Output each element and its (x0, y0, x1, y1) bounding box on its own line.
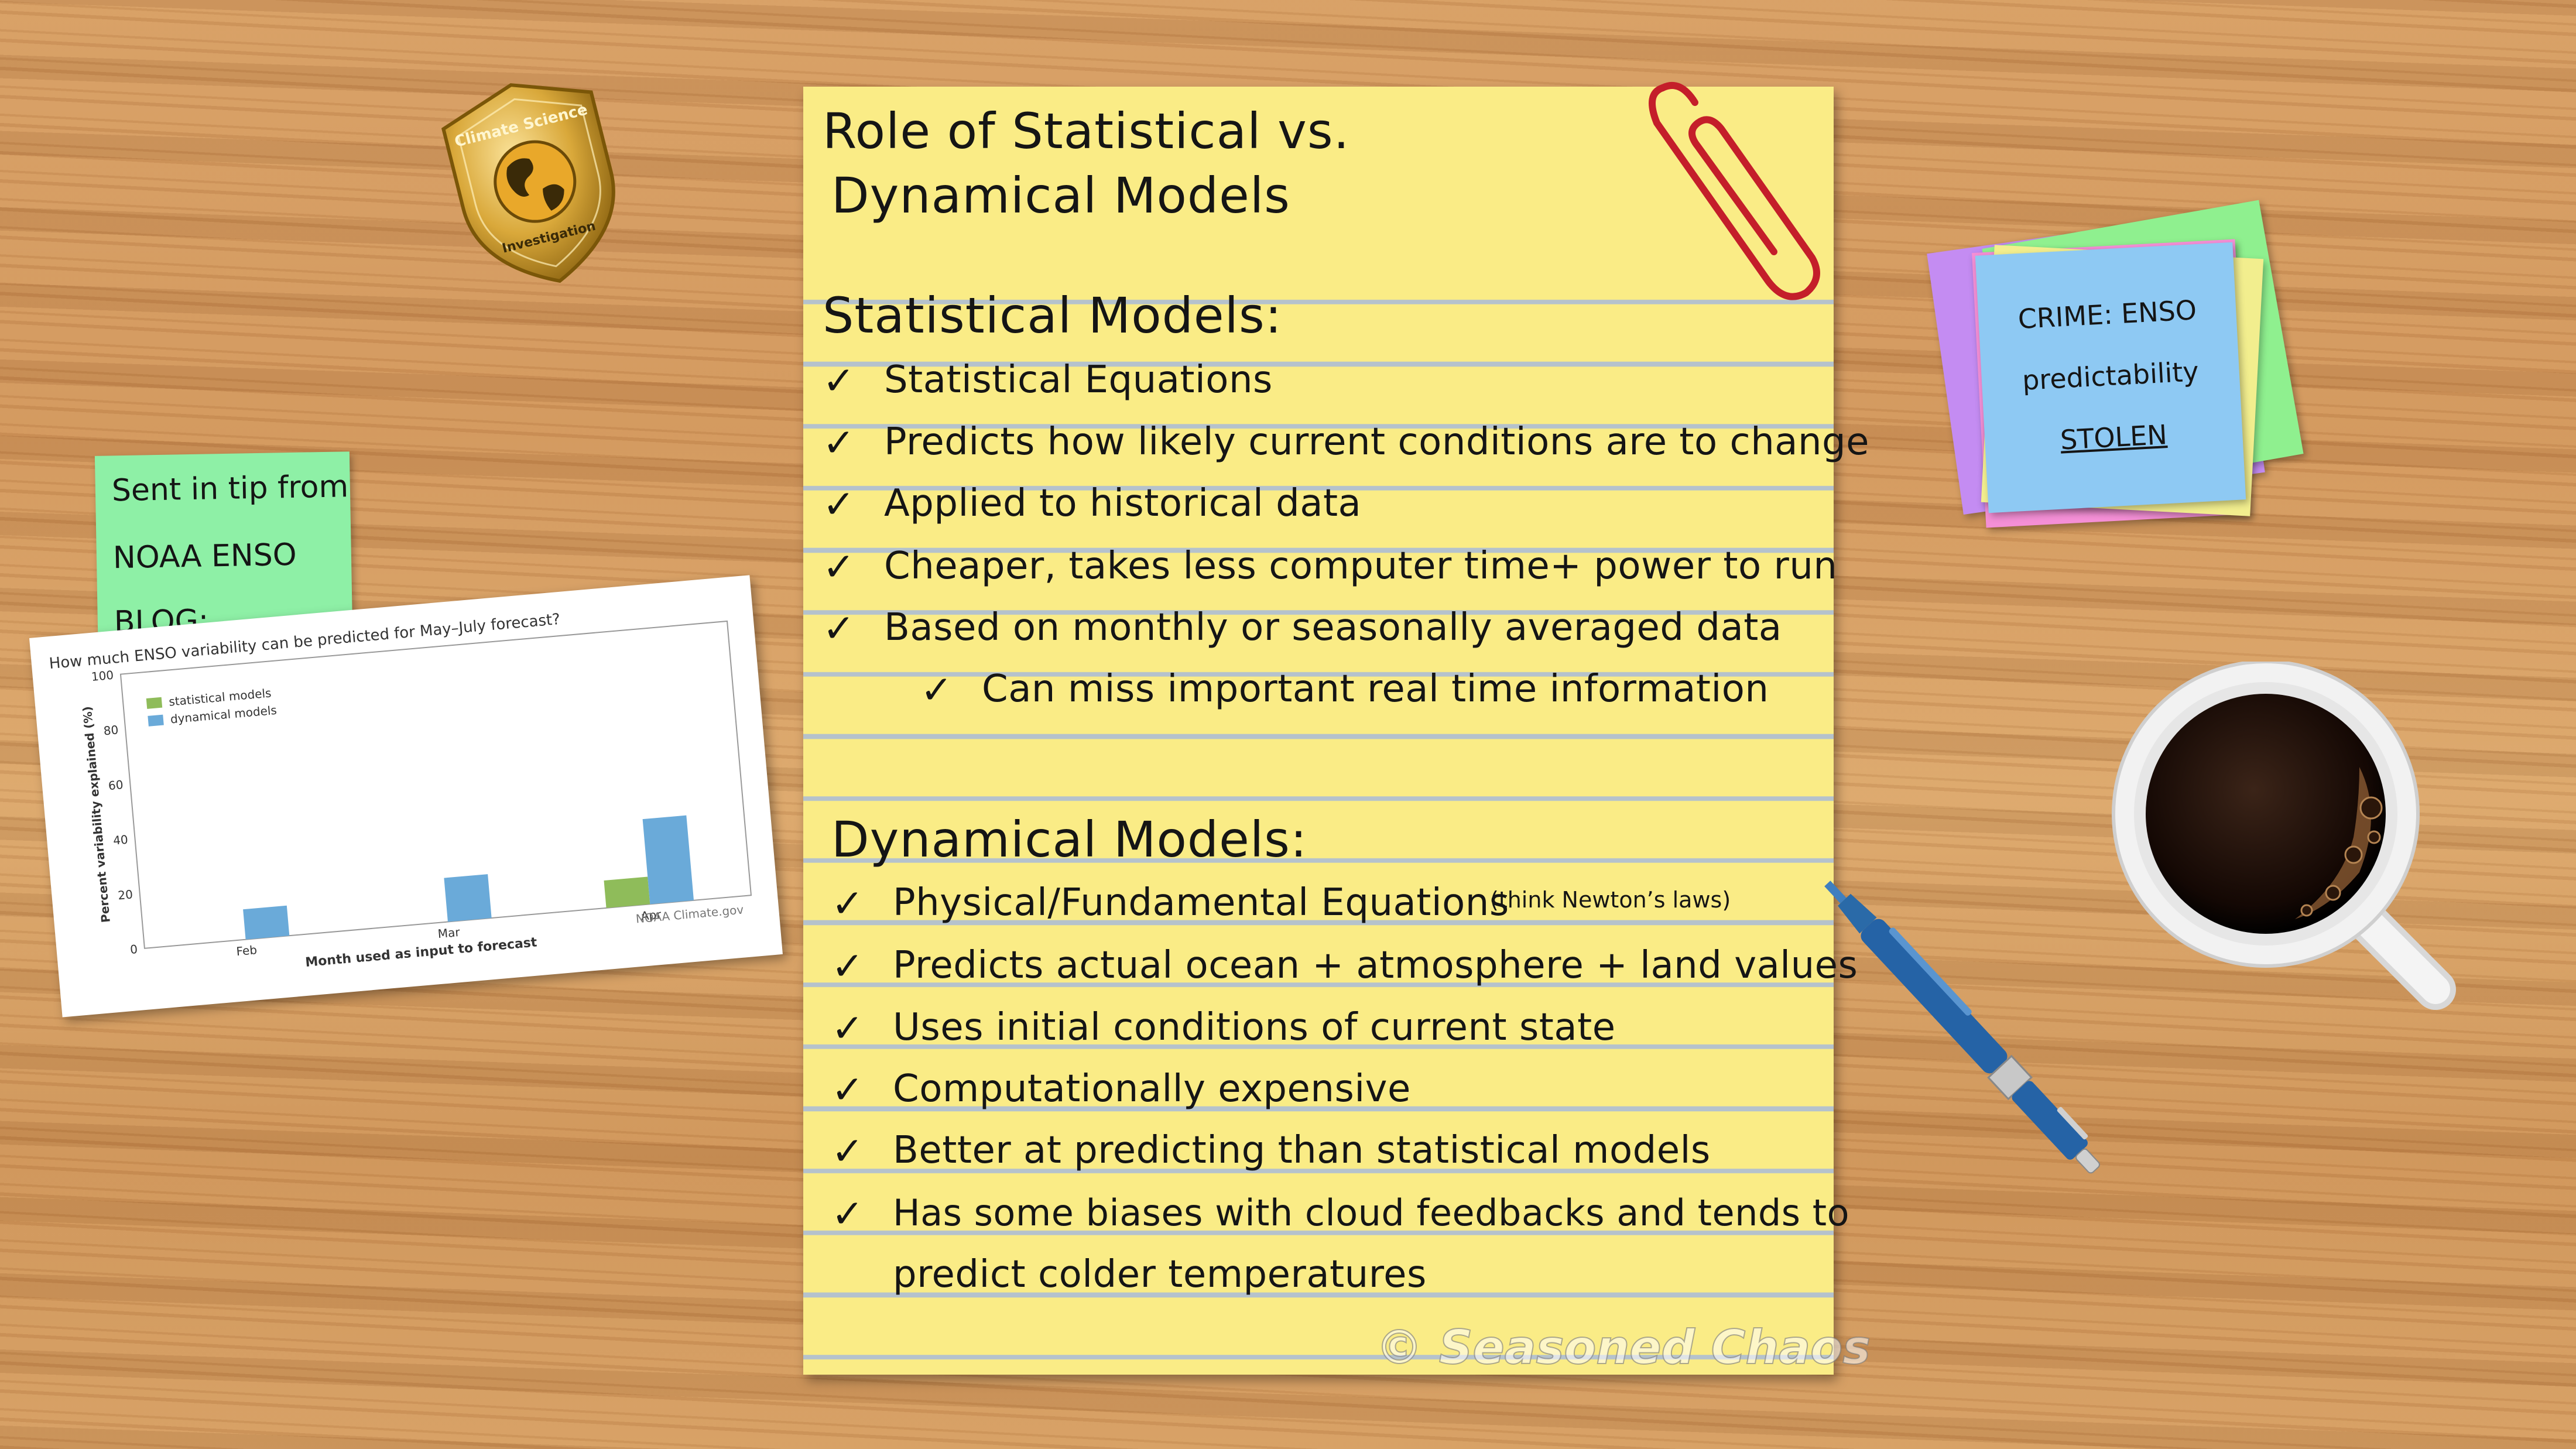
watermark: © Seasoned Chaos (1375, 1320, 1871, 1375)
check-icon: ✓ (920, 667, 953, 712)
enso-bar-chart: How much ENSO variability can be predict… (49, 611, 752, 970)
legend-swatch (146, 697, 163, 709)
legend-swatch (148, 714, 164, 727)
x-tick-label: Apr (640, 907, 662, 923)
crime-sticky-note: CRIME: ENSO predictability STOLEN (1975, 242, 2246, 513)
check-icon: ✓ (831, 944, 864, 989)
check-icon: ✓ (823, 482, 855, 527)
x-tick-label: Feb (236, 943, 258, 958)
dynamical-item-6: Has some biases with cloud feedbacks and… (893, 1191, 1850, 1234)
crime-note-line3: STOLEN (2059, 419, 2168, 456)
y-tick-label: 60 (108, 777, 124, 793)
statistical-item-5: Based on monthly or seasonally averaged … (884, 606, 1782, 649)
check-icon: ✓ (831, 1067, 864, 1112)
dynamical-item-4: Computationally expensive (893, 1067, 1411, 1111)
statistical-item-3: Applied to historical data (884, 482, 1362, 525)
dynamical-item-3: Uses initial conditions of current state (893, 1006, 1616, 1049)
bar-dynamical-models-Mar (444, 874, 492, 922)
pen-icon (1824, 881, 2100, 1174)
notepad-title-line2: Dynamical Models (831, 167, 1290, 224)
enso-chart-card: How much ENSO variability can be predict… (29, 575, 783, 1018)
chart-xlabel: Month used as input to forecast (304, 935, 537, 970)
dynamical-heading: Dynamical Models: (831, 811, 1308, 868)
paperclip-icon (1649, 82, 1820, 300)
y-tick-label: 20 (117, 887, 133, 902)
dynamical-item-5: Better at predicting than statistical mo… (893, 1129, 1711, 1172)
y-tick-label: 0 (129, 942, 138, 957)
check-icon: ✓ (831, 1006, 864, 1051)
statistical-subitem: Can miss important real time information (982, 667, 1769, 711)
check-icon: ✓ (823, 358, 855, 403)
bar-dynamical-models-Feb (243, 905, 290, 940)
check-icon: ✓ (823, 420, 855, 465)
crime-note-line2: predictability (2021, 355, 2200, 396)
dynamical-item-1-note: (think Newton’s laws) (1490, 887, 1731, 913)
chart-ylabel: Percent variability explained (%) (80, 705, 113, 923)
y-tick-label: 40 (112, 833, 128, 848)
check-icon: ✓ (823, 544, 855, 590)
notepad-title-line1: Role of Statistical vs. (823, 102, 1350, 160)
check-icon: ✓ (831, 881, 864, 926)
crime-note-line1: CRIME: ENSO (2017, 294, 2198, 335)
tip-note-line2: NOAA ENSO (112, 537, 297, 576)
bar-dynamical-models-Apr (642, 815, 694, 905)
dynamical-item-1: Physical/Fundamental Equations (893, 881, 1509, 924)
bar-statistical-models-Apr (604, 876, 650, 908)
statistical-heading: Statistical Models: (823, 287, 1283, 344)
x-tick-label: Mar (437, 925, 461, 941)
yellow-notepad (803, 87, 1834, 1375)
tip-note-line1: Sent in tip from (111, 469, 349, 509)
check-icon: ✓ (831, 1129, 864, 1174)
check-icon: ✓ (831, 1191, 864, 1236)
check-icon: ✓ (823, 606, 855, 651)
statistical-item-4: Cheaper, takes less computer time+ power… (884, 544, 1838, 588)
y-tick-label: 100 (91, 668, 114, 684)
dynamical-item-6-continued: predict colder temperatures (893, 1253, 1427, 1296)
y-tick-label: 80 (103, 722, 119, 738)
badge-icon: Climate Science Investigation (441, 83, 615, 283)
chart-source: NOAA Climate.gov (635, 902, 744, 926)
statistical-item-2: Predicts how likely current conditions a… (884, 420, 1870, 464)
coffee-cup-icon (2112, 662, 2456, 1010)
dynamical-item-2: Predicts actual ocean + atmosphere + lan… (893, 944, 1858, 987)
statistical-item-1: Statistical Equations (884, 358, 1273, 402)
